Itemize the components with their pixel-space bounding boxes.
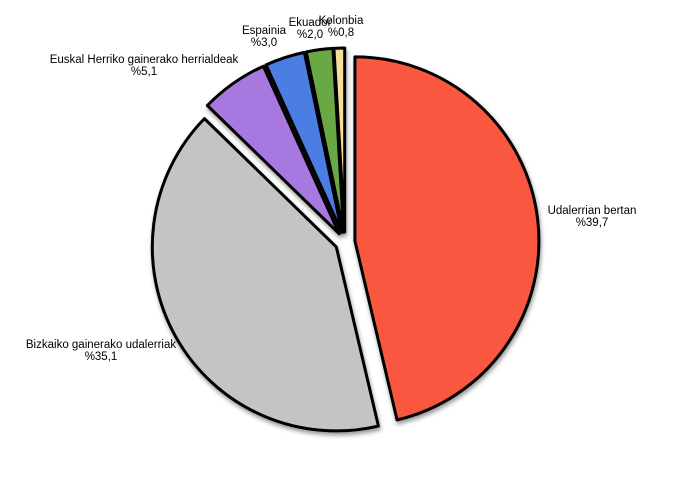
- pie-slice-udalerrian-bertan: [353, 55, 541, 422]
- pie-labels-group: Udalerrian bertan %39,7 Bizkaiko gainerako…: [26, 15, 637, 363]
- pie-slice-espainia: [264, 50, 344, 234]
- pie-slices-group: [150, 46, 541, 433]
- pie-slice-bizkaiko-gainerako-udalerriak: [150, 117, 380, 433]
- slice-label-bizkaiko-gainerako-udalerriak: Bizkaiko gainerako udalerriak %35,1: [26, 339, 176, 363]
- pie-slice-euskal-herriko-gainerako-herrialdeak: [205, 64, 341, 236]
- slice-label-udalerrian-bertan: Udalerrian bertan %39,7: [548, 205, 637, 229]
- pie-slice-kolonbia: [332, 46, 347, 234]
- slice-label-espainia: Espainia %3,0: [242, 25, 287, 49]
- slice-label-euskal-herriko-gainerako-herrialdeak: Euskal Herriko gainerako herrialdeak %5,1: [50, 54, 239, 78]
- slice-label-kolonbia: Kolonbia %0,8: [319, 15, 364, 39]
- slice-label-ekuador: Ekuador %2,0: [289, 17, 332, 41]
